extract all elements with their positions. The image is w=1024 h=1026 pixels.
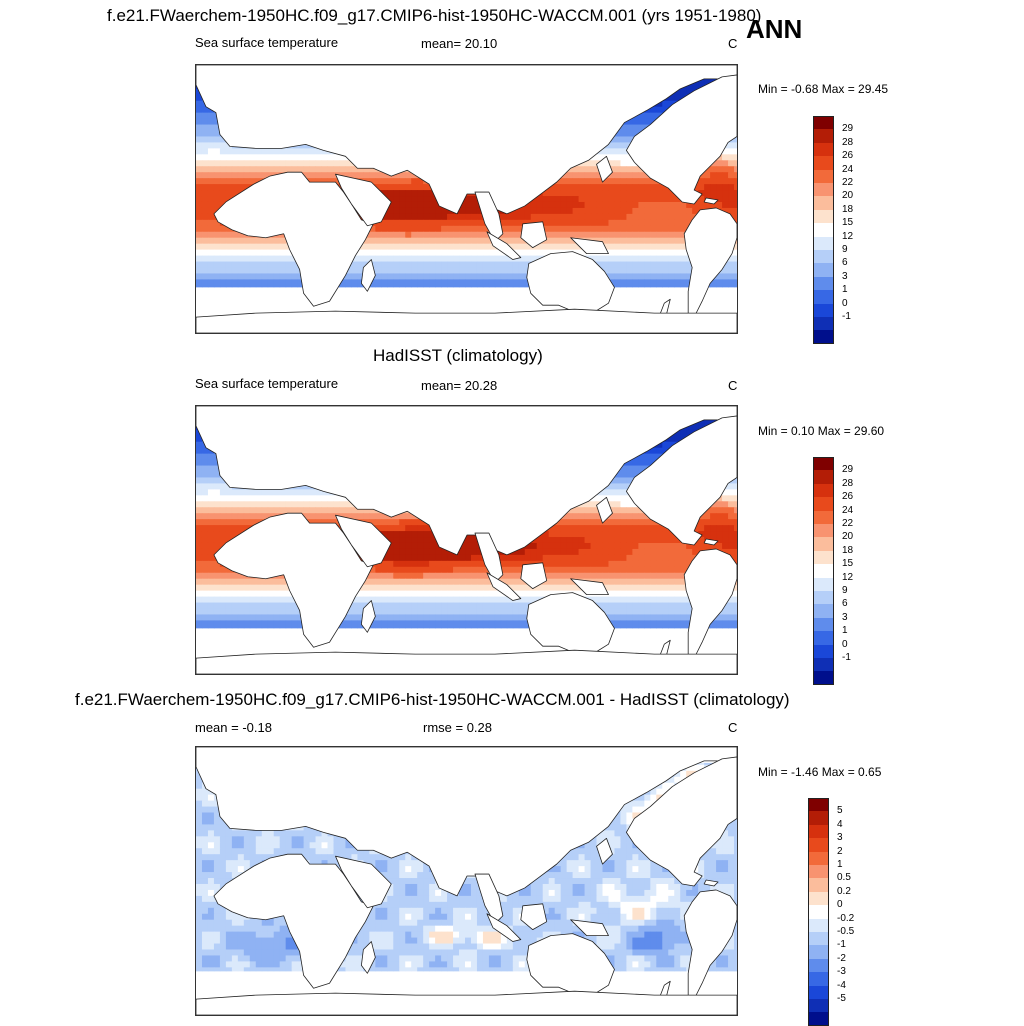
panel3-units-label: C — [728, 720, 737, 735]
panel3-colorbar: 5 4 3 2 1 0.5 0.2 0 -0.2 -0.5 -1 -2 -3 -4 -5 — [808, 798, 868, 1026]
colorbar-outline — [813, 457, 834, 685]
panel2-colorbar: 29 28 26 24 22 20 18 15 12 9 6 3 1 0 -1 — [813, 457, 873, 685]
colorbar-label: 29 — [842, 465, 853, 475]
colorbar-label: 15 — [842, 559, 853, 569]
panel2-variable-label: Sea surface temperature — [195, 376, 338, 391]
colorbar-label: -1 — [842, 312, 851, 322]
panel2-units-label: C — [728, 378, 737, 393]
colorbar-label: 1 — [842, 626, 848, 636]
colorbar-label: 4 — [837, 820, 843, 830]
colorbar-label: 22 — [842, 519, 853, 529]
colorbar-label: 26 — [842, 151, 853, 161]
colorbar-label: 2 — [837, 847, 843, 857]
colorbar-label: 5 — [837, 806, 843, 816]
colorbar-label: -1 — [837, 940, 846, 950]
panel1-colorbar: 29 28 26 24 22 20 18 15 12 9 6 3 1 0 -1 — [813, 116, 873, 344]
colorbar-label: -5 — [837, 994, 846, 1004]
panel3-mean-label: mean = -0.18 — [195, 720, 272, 735]
panel3-title: f.e21.FWaerchem-1950HC.f09_g17.CMIP6-his… — [75, 690, 790, 710]
panel2-map — [195, 405, 738, 675]
panel1-mean-label: mean= 20.10 — [421, 36, 497, 51]
colorbar-label: -2 — [837, 954, 846, 964]
map-canvas — [196, 747, 737, 1015]
colorbar-label: 0.2 — [837, 887, 851, 897]
panel1-map — [195, 64, 738, 334]
colorbar-label: -3 — [837, 967, 846, 977]
panel2-minmax-label: Min = 0.10 Max = 29.60 — [758, 424, 884, 438]
colorbar-label: 20 — [842, 191, 853, 201]
colorbar-label: 12 — [842, 232, 853, 242]
colorbar-label: 22 — [842, 178, 853, 188]
colorbar-label: 24 — [842, 506, 853, 516]
colorbar-label: -1 — [842, 653, 851, 663]
colorbar-label: 20 — [842, 532, 853, 542]
colorbar-label: 15 — [842, 218, 853, 228]
colorbar-label: 26 — [842, 492, 853, 502]
colorbar-label: 6 — [842, 258, 848, 268]
colorbar-label: 9 — [842, 586, 848, 596]
panel3-map — [195, 746, 738, 1016]
colorbar-label: 28 — [842, 138, 853, 148]
colorbar-label: 18 — [842, 546, 853, 556]
panel1-variable-label: Sea surface temperature — [195, 35, 338, 50]
panel2-title: HadISST (climatology) — [373, 346, 543, 366]
colorbar-outline — [808, 798, 829, 1026]
colorbar-label: 0 — [837, 900, 843, 910]
colorbar-label: -0.5 — [837, 927, 854, 937]
colorbar-label: 24 — [842, 165, 853, 175]
colorbar-label: 1 — [837, 860, 843, 870]
panel1-title: f.e21.FWaerchem-1950HC.f09_g17.CMIP6-his… — [107, 6, 761, 26]
colorbar-label: 3 — [842, 613, 848, 623]
panel3-minmax-label: Min = -1.46 Max = 0.65 — [758, 765, 881, 779]
panel1-minmax-label: Min = -0.68 Max = 29.45 — [758, 82, 888, 96]
colorbar-label: 6 — [842, 599, 848, 609]
colorbar-label: 18 — [842, 205, 853, 215]
panel3-rmse-label: rmse = 0.28 — [423, 720, 492, 735]
map-canvas — [196, 406, 737, 674]
colorbar-label: 0 — [842, 640, 848, 650]
colorbar-label: 0.5 — [837, 873, 851, 883]
panel1-units-label: C — [728, 36, 737, 51]
colorbar-label: 1 — [842, 285, 848, 295]
map-canvas — [196, 65, 737, 333]
colorbar-label: -4 — [837, 981, 846, 991]
colorbar-outline — [813, 116, 834, 344]
colorbar-label: 3 — [842, 272, 848, 282]
panel2-mean-label: mean= 20.28 — [421, 378, 497, 393]
colorbar-label: 9 — [842, 245, 848, 255]
colorbar-label: -0.2 — [837, 914, 854, 924]
colorbar-label: 0 — [842, 299, 848, 309]
colorbar-label: 12 — [842, 573, 853, 583]
colorbar-label: 29 — [842, 124, 853, 134]
colorbar-label: 3 — [837, 833, 843, 843]
colorbar-label: 28 — [842, 479, 853, 489]
